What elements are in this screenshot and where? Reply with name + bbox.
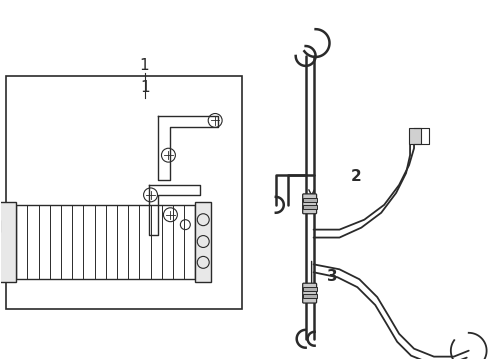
Bar	[408, 129, 420, 144]
Bar	[302, 287, 316, 291]
Text: 1: 1	[140, 58, 149, 73]
Text: 1: 1	[140, 80, 150, 95]
Bar	[302, 198, 316, 202]
Bar	[302, 294, 316, 298]
Bar	[302, 205, 316, 209]
FancyBboxPatch shape	[302, 194, 316, 214]
Bar	[16, 205, 195, 279]
Bar	[0, 202, 16, 282]
Bar	[195, 202, 211, 282]
Text: 2: 2	[350, 169, 361, 184]
Bar	[6, 76, 242, 309]
FancyBboxPatch shape	[302, 283, 316, 303]
Text: 3: 3	[326, 269, 337, 284]
